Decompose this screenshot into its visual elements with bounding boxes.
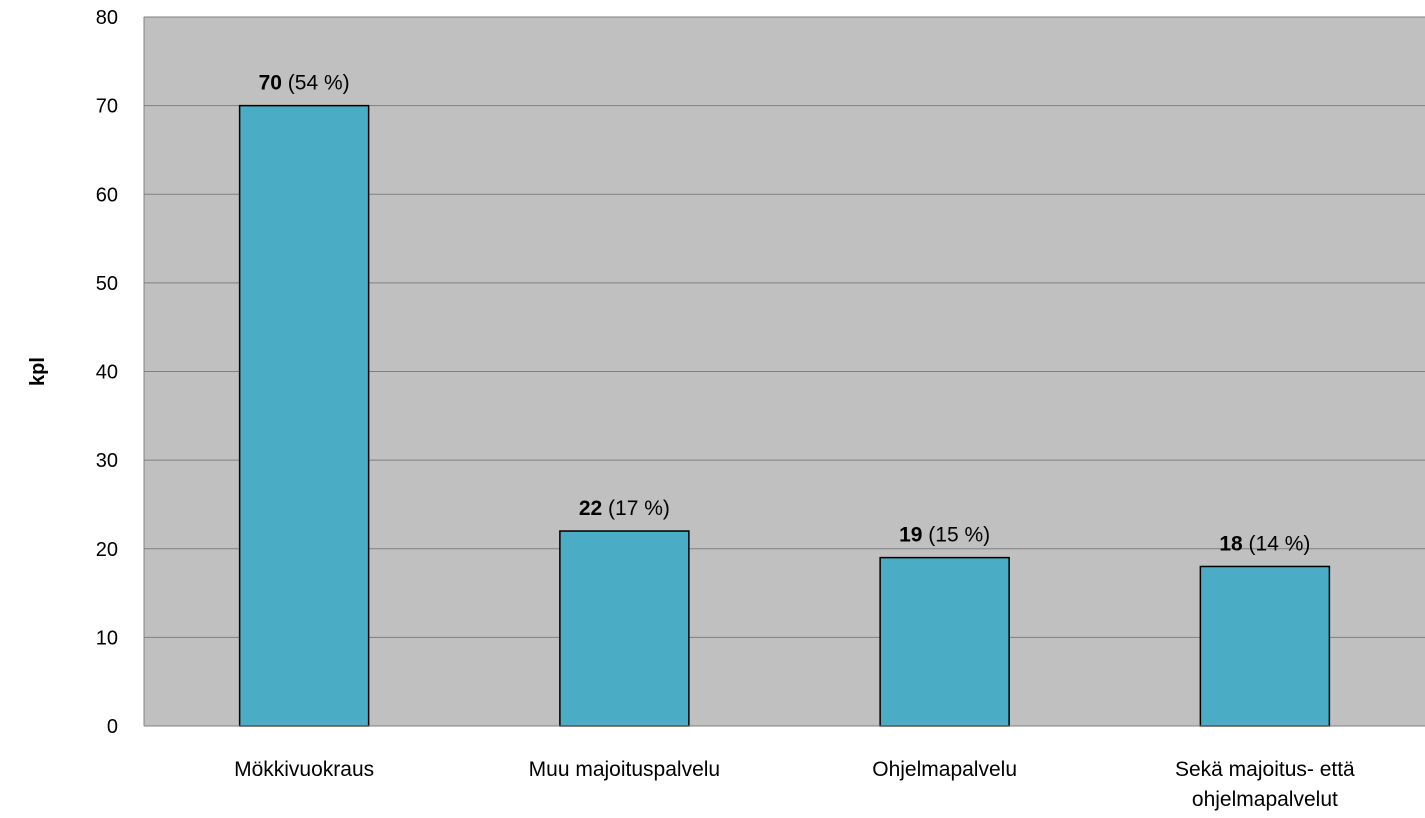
x-tick-label-line: Muu majoituspalvelu (529, 758, 720, 781)
y-tick-label: 60 (96, 184, 118, 206)
data-label: 18 (14 %) (1219, 532, 1310, 555)
y-tick-label: 40 (96, 362, 118, 384)
data-label-percent: (14 %) (1243, 532, 1311, 555)
data-labels: 70 (54 %) 22 (17 %) 19 (15 %) 18 (14 %) (259, 72, 1311, 556)
data-label-percent: (15 %) (922, 524, 990, 547)
bars (238, 104, 1331, 727)
x-tick-label-line: Ohjelmapalvelu (872, 758, 1017, 781)
bar (1199, 565, 1331, 727)
x-tick-label: Mökkivuokraus (234, 758, 374, 781)
x-axis-ticks: Mökkivuokraus Muu majoituspalvelu Ohjelmap… (234, 758, 1355, 811)
x-tick-label: Muu majoituspalvelu (529, 758, 720, 781)
data-label-percent: (54 %) (282, 72, 350, 95)
data-label-value: 19 (899, 524, 922, 547)
data-label-percent: (17 %) (602, 497, 670, 520)
data-label: 22 (17 %) (579, 497, 670, 520)
y-tick-label: 20 (96, 539, 118, 561)
y-tick-label: 50 (96, 273, 118, 295)
x-tick-label: Sekä majoitus- että ohjelmapalvelut (1175, 758, 1355, 811)
bar (879, 556, 1010, 727)
data-label-value: 70 (259, 72, 282, 95)
data-label-value: 22 (579, 497, 602, 520)
x-tick-label-line: ohjelmapalvelut (1192, 788, 1338, 811)
bar (559, 530, 690, 727)
y-tick-label: 30 (96, 450, 118, 472)
x-tick-label: Ohjelmapalvelu (872, 758, 1017, 781)
bar (238, 104, 370, 727)
data-label-value: 18 (1219, 532, 1243, 555)
y-tick-label: 80 (96, 7, 118, 29)
data-label: 70 (54 %) (259, 72, 350, 95)
y-tick-label: 70 (96, 96, 118, 118)
x-tick-label-line: Sekä majoitus- että (1175, 758, 1355, 781)
data-label: 19 (15 %) (899, 524, 990, 547)
y-axis-ticks: 0 10 20 30 40 50 60 70 80 (96, 7, 118, 738)
y-tick-label: 10 (96, 627, 118, 649)
x-tick-label-line: Mökkivuokraus (234, 758, 374, 781)
y-tick-label: 0 (107, 716, 118, 738)
y-axis-label: kpl (27, 357, 49, 386)
